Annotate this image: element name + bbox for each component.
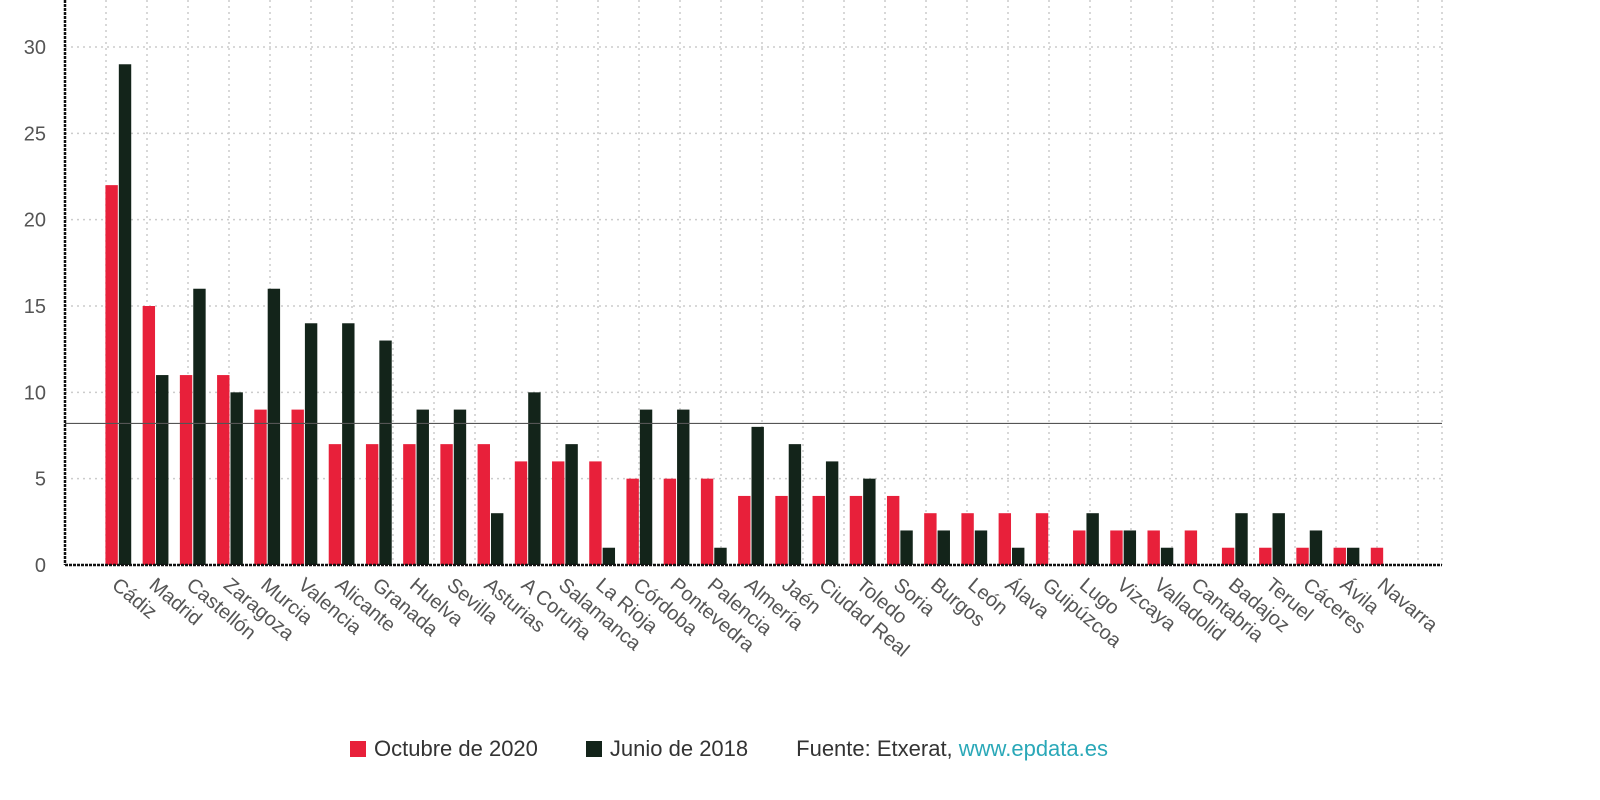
bar-october-2020: [626, 478, 639, 565]
bar-october-2020: [1184, 530, 1198, 565]
bar-october-2020: [1333, 547, 1346, 565]
source: Fuente: Etxerat, www.epdata.es: [796, 736, 1108, 762]
y-tick-label: 15: [24, 296, 46, 318]
bar-june-2018: [974, 530, 988, 565]
bar-june-2018: [230, 392, 243, 565]
bar-june-2018: [714, 547, 727, 565]
bar-june-2018: [863, 478, 876, 565]
bar-october-2020: [440, 444, 453, 565]
bar-june-2018: [267, 288, 281, 565]
source-link[interactable]: www.epdata.es: [958, 736, 1108, 761]
bar-october-2020: [477, 444, 490, 565]
bar-october-2020: [1110, 530, 1123, 565]
bar-june-2018: [602, 547, 616, 565]
labels: 051015202530CádizMadridCastellónZaragoza…: [24, 37, 1442, 662]
bar-october-2020: [179, 375, 193, 565]
bar-june-2018: [825, 461, 839, 565]
bar-october-2020: [738, 495, 751, 565]
bar-october-2020: [1259, 547, 1272, 565]
y-tick-label: 30: [24, 37, 46, 59]
bar-june-2018: [342, 323, 355, 565]
legend-swatch-dark: [585, 741, 602, 757]
bar-october-2020: [217, 375, 230, 565]
bar-june-2018: [528, 392, 541, 565]
bar-october-2020: [254, 409, 267, 565]
legend-item-october-2020: Octubre de 2020: [350, 736, 538, 762]
bar-june-2018: [1086, 513, 1099, 565]
legend-label: Junio de 2018: [609, 736, 749, 761]
bar-october-2020: [514, 461, 528, 565]
bar-june-2018: [118, 64, 132, 566]
bar-june-2018: [1012, 547, 1025, 565]
bar-october-2020: [403, 444, 416, 565]
bar-june-2018: [1346, 547, 1360, 565]
bar-october-2020: [1147, 530, 1160, 565]
bar-june-2018: [677, 409, 690, 565]
bar-october-2020: [886, 495, 900, 565]
bar-october-2020: [365, 444, 379, 565]
bar-june-2018: [156, 375, 169, 565]
bar-june-2018: [565, 444, 578, 565]
y-tick-label: 0: [35, 555, 46, 577]
bar-june-2018: [1309, 530, 1323, 565]
bars: [105, 64, 1384, 566]
bar-june-2018: [193, 288, 206, 565]
bar-june-2018: [900, 530, 913, 565]
y-tick-label: 10: [24, 382, 46, 404]
bar-october-2020: [142, 306, 156, 565]
bar-october-2020: [1035, 513, 1049, 565]
bar-october-2020: [924, 513, 937, 565]
source-text: Fuente: Etxerat,: [796, 736, 959, 761]
bar-october-2020: [1221, 547, 1235, 565]
y-tick-label: 20: [24, 210, 46, 232]
bar-october-2020: [1370, 547, 1384, 565]
bar-october-2020: [775, 495, 788, 565]
bar-chart: 051015202530CádizMadridCastellónZaragoza…: [24, 0, 1443, 662]
bar-june-2018: [453, 409, 467, 565]
bar-june-2018: [1123, 530, 1137, 565]
bar-june-2018: [1272, 513, 1285, 565]
bar-june-2018: [751, 426, 764, 565]
bar-june-2018: [416, 409, 429, 565]
x-tick-label: Navarra: [1373, 574, 1442, 637]
y-tick-label: 25: [24, 123, 46, 145]
bar-october-2020: [105, 185, 118, 565]
bar-october-2020: [849, 495, 863, 565]
legend-label: Octubre de 2020: [374, 736, 538, 761]
legend-swatch-red: [350, 741, 366, 757]
grid: [65, 0, 1443, 565]
bar-october-2020: [552, 461, 565, 565]
bar-october-2020: [812, 495, 825, 565]
bar-october-2020: [663, 478, 677, 565]
bar-june-2018: [788, 444, 802, 565]
bar-june-2018: [937, 530, 950, 565]
bar-october-2020: [1073, 530, 1086, 565]
bar-june-2018: [1235, 513, 1248, 565]
bar-october-2020: [328, 444, 342, 565]
axes: [63, 0, 1442, 567]
bar-october-2020: [998, 513, 1012, 565]
bar-october-2020: [589, 461, 602, 565]
bar-june-2018: [304, 323, 318, 565]
bar-october-2020: [961, 513, 974, 565]
bar-october-2020: [700, 478, 714, 565]
legend: Octubre de 2020 Junio de 2018 Fuente: Et…: [350, 736, 1108, 762]
bar-october-2020: [291, 409, 304, 565]
bar-june-2018: [1160, 547, 1174, 565]
bar-june-2018: [490, 513, 504, 565]
bar-october-2020: [1296, 547, 1309, 565]
bar-june-2018: [379, 340, 392, 565]
y-tick-label: 5: [35, 469, 46, 491]
bar-june-2018: [639, 409, 653, 565]
legend-item-june-2018: Junio de 2018: [585, 736, 749, 762]
